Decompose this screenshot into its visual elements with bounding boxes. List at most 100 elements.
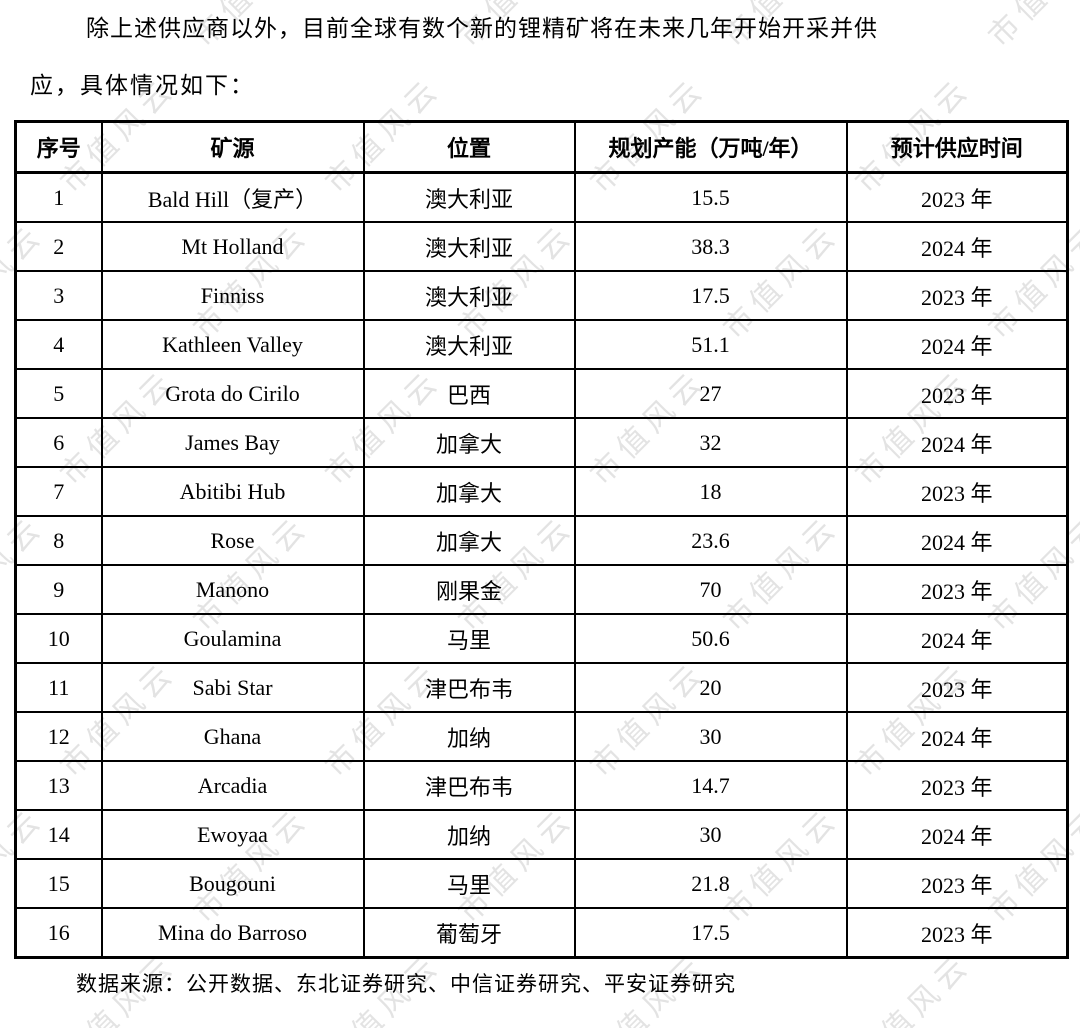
cell-index: 2 — [14, 221, 103, 272]
cell-capacity: 14.7 — [573, 760, 848, 811]
cell-supply-time: 2023 年 — [845, 171, 1069, 223]
column-header-location: 位置 — [362, 120, 576, 174]
cell-index: 4 — [14, 319, 103, 370]
document-page: 除上述供应商以外，目前全球有数个新的锂精矿将在未来几年开始开采并供 应，具体情况… — [14, 0, 1069, 996]
cell-supply-time: 2023 年 — [845, 907, 1069, 959]
cell-location: 加拿大 — [362, 515, 576, 566]
cell-index: 8 — [14, 515, 103, 566]
table-row: 11 Sabi Star 津巴布韦 20 2023 年 — [14, 662, 1069, 713]
cell-location: 津巴布韦 — [362, 760, 576, 811]
cell-index: 15 — [14, 858, 103, 909]
table-row: 9 Manono 刚果金 70 2023 年 — [14, 564, 1069, 615]
cell-location: 刚果金 — [362, 564, 576, 615]
cell-mine: Bald Hill（复产） — [100, 171, 365, 223]
cell-location: 葡萄牙 — [362, 907, 576, 959]
cell-supply-time: 2023 年 — [845, 662, 1069, 713]
cell-mine: Arcadia — [100, 760, 365, 811]
cell-location: 澳大利亚 — [362, 171, 576, 223]
column-header-mine: 矿源 — [100, 120, 365, 174]
cell-mine: Mina do Barroso — [100, 907, 365, 959]
cell-location: 澳大利亚 — [362, 319, 576, 370]
table-row: 8 Rose 加拿大 23.6 2024 年 — [14, 515, 1069, 566]
cell-supply-time: 2024 年 — [845, 711, 1069, 762]
cell-location: 澳大利亚 — [362, 221, 576, 272]
table-body: 1 Bald Hill（复产） 澳大利亚 15.5 2023 年 2 Mt Holland 澳… — [14, 171, 1069, 959]
cell-capacity: 15.5 — [573, 171, 848, 223]
cell-index: 7 — [14, 466, 103, 517]
table-row: 14 Ewoyaa 加纳 30 2024 年 — [14, 809, 1069, 860]
cell-supply-time: 2024 年 — [845, 417, 1069, 468]
table-row: 16 Mina do Barroso 葡萄牙 17.5 2023 年 — [14, 907, 1069, 959]
cell-location: 马里 — [362, 613, 576, 664]
table-row: 3 Finniss 澳大利亚 17.5 2023 年 — [14, 270, 1069, 321]
cell-index: 1 — [14, 171, 103, 223]
cell-location: 巴西 — [362, 368, 576, 419]
table-row: 5 Grota do Cirilo 巴西 27 2023 年 — [14, 368, 1069, 419]
cell-index: 13 — [14, 760, 103, 811]
cell-mine: Abitibi Hub — [100, 466, 365, 517]
column-header-supply-time: 预计供应时间 — [845, 120, 1069, 174]
cell-capacity: 20 — [573, 662, 848, 713]
lithium-mine-table: 序号 矿源 位置 规划产能（万吨/年） 预计供应时间 1 Bald Hill（复产… — [14, 120, 1069, 959]
cell-location: 加纳 — [362, 809, 576, 860]
cell-capacity: 30 — [573, 711, 848, 762]
cell-index: 6 — [14, 417, 103, 468]
cell-mine: Ewoyaa — [100, 809, 365, 860]
cell-index: 11 — [14, 662, 103, 713]
table-header-row: 序号 矿源 位置 规划产能（万吨/年） 预计供应时间 — [14, 120, 1069, 174]
cell-location: 加纳 — [362, 711, 576, 762]
cell-supply-time: 2023 年 — [845, 270, 1069, 321]
column-header-index: 序号 — [14, 120, 103, 174]
cell-mine: Mt Holland — [100, 221, 365, 272]
cell-index: 10 — [14, 613, 103, 664]
cell-capacity: 50.6 — [573, 613, 848, 664]
cell-supply-time: 2024 年 — [845, 613, 1069, 664]
cell-capacity: 38.3 — [573, 221, 848, 272]
intro-paragraph: 除上述供应商以外，目前全球有数个新的锂精矿将在未来几年开始开采并供 应，具体情况… — [30, 0, 1052, 101]
intro-paragraph-line1: 除上述供应商以外，目前全球有数个新的锂精矿将在未来几年开始开采并供 — [86, 16, 878, 41]
cell-location: 加拿大 — [362, 466, 576, 517]
intro-paragraph-line2: 应，具体情况如下： — [30, 73, 255, 98]
cell-mine: James Bay — [100, 417, 365, 468]
cell-supply-time: 2024 年 — [845, 221, 1069, 272]
cell-capacity: 30 — [573, 809, 848, 860]
cell-mine: Bougouni — [100, 858, 365, 909]
cell-capacity: 21.8 — [573, 858, 848, 909]
cell-mine: Kathleen Valley — [100, 319, 365, 370]
cell-mine: Grota do Cirilo — [100, 368, 365, 419]
cell-index: 12 — [14, 711, 103, 762]
cell-index: 3 — [14, 270, 103, 321]
table-row: 12 Ghana 加纳 30 2024 年 — [14, 711, 1069, 762]
cell-capacity: 23.6 — [573, 515, 848, 566]
cell-capacity: 51.1 — [573, 319, 848, 370]
table-row: 10 Goulamina 马里 50.6 2024 年 — [14, 613, 1069, 664]
cell-location: 加拿大 — [362, 417, 576, 468]
cell-capacity: 18 — [573, 466, 848, 517]
table-row: 6 James Bay 加拿大 32 2024 年 — [14, 417, 1069, 468]
cell-supply-time: 2023 年 — [845, 466, 1069, 517]
table-row: 13 Arcadia 津巴布韦 14.7 2023 年 — [14, 760, 1069, 811]
cell-supply-time: 2024 年 — [845, 515, 1069, 566]
cell-supply-time: 2023 年 — [845, 858, 1069, 909]
data-source-note: 数据来源：公开数据、东北证券研究、中信证券研究、平安证券研究 — [76, 972, 736, 996]
cell-location: 澳大利亚 — [362, 270, 576, 321]
cell-capacity: 32 — [573, 417, 848, 468]
cell-mine: Ghana — [100, 711, 365, 762]
cell-index: 16 — [14, 907, 103, 959]
cell-supply-time: 2023 年 — [845, 760, 1069, 811]
cell-supply-time: 2023 年 — [845, 564, 1069, 615]
cell-index: 14 — [14, 809, 103, 860]
cell-mine: Goulamina — [100, 613, 365, 664]
cell-supply-time: 2024 年 — [845, 319, 1069, 370]
cell-location: 马里 — [362, 858, 576, 909]
table-row: 2 Mt Holland 澳大利亚 38.3 2024 年 — [14, 221, 1069, 272]
cell-capacity: 27 — [573, 368, 848, 419]
cell-mine: Manono — [100, 564, 365, 615]
cell-mine: Finniss — [100, 270, 365, 321]
cell-supply-time: 2024 年 — [845, 809, 1069, 860]
table-row: 1 Bald Hill（复产） 澳大利亚 15.5 2023 年 — [14, 171, 1069, 223]
cell-index: 5 — [14, 368, 103, 419]
cell-capacity: 17.5 — [573, 270, 848, 321]
cell-index: 9 — [14, 564, 103, 615]
cell-supply-time: 2023 年 — [845, 368, 1069, 419]
